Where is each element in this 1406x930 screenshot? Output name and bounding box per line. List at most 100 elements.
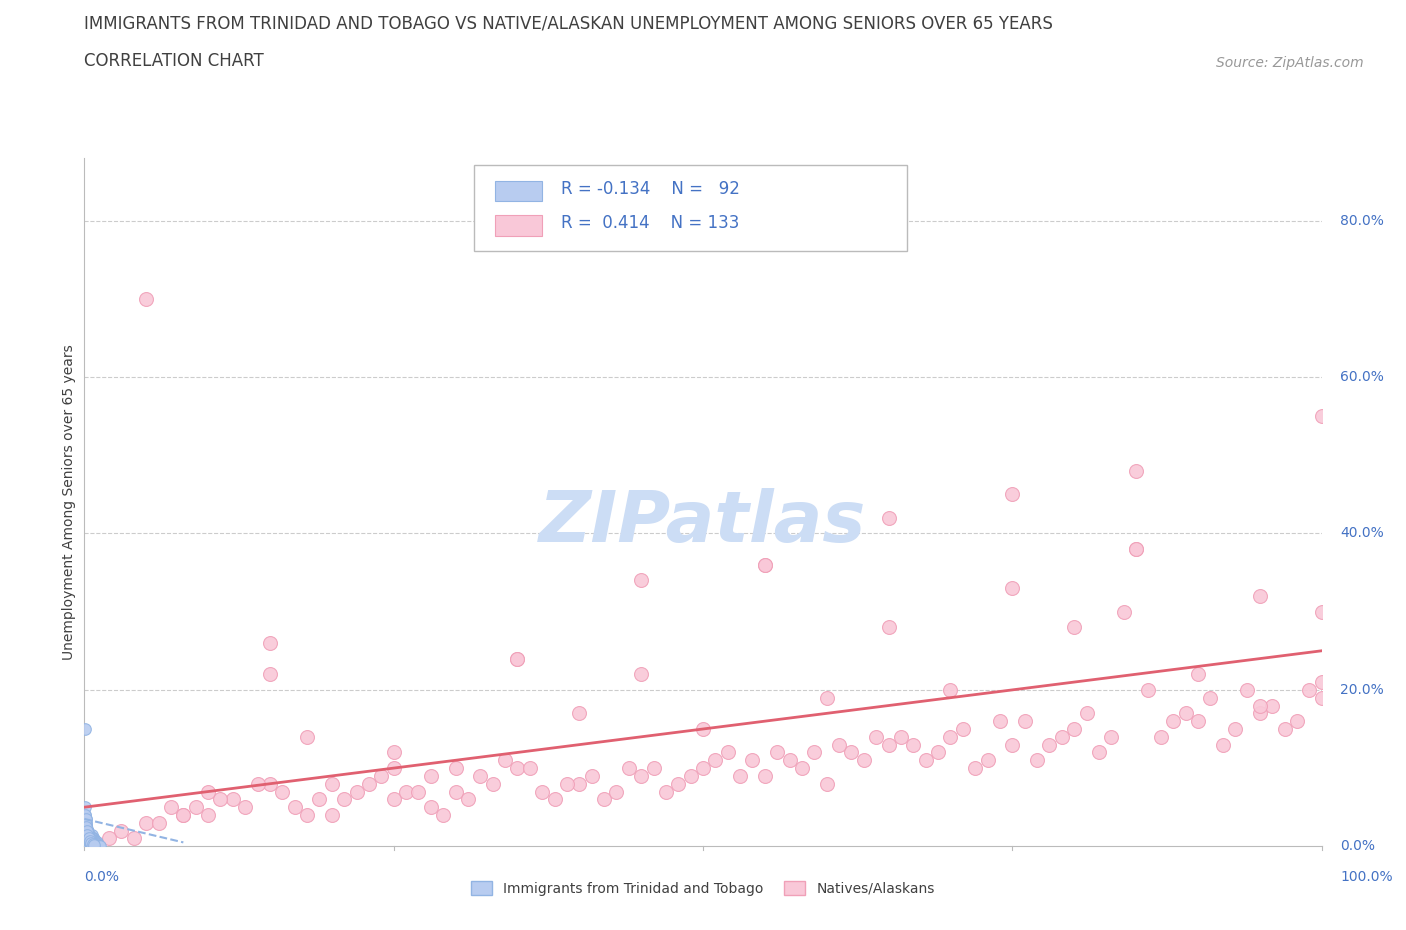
Point xyxy=(939,729,962,744)
Point xyxy=(80,834,103,849)
Point xyxy=(79,829,101,844)
Point xyxy=(83,835,105,850)
Point xyxy=(271,784,294,799)
FancyBboxPatch shape xyxy=(495,215,543,236)
Point xyxy=(84,836,107,851)
Point xyxy=(1310,604,1333,619)
Point xyxy=(1125,541,1147,556)
Point xyxy=(75,812,97,827)
Point xyxy=(73,835,96,850)
Point xyxy=(76,827,98,842)
Point xyxy=(1310,690,1333,705)
Point xyxy=(77,831,100,846)
Point xyxy=(655,784,678,799)
Point xyxy=(83,836,105,851)
Point xyxy=(77,825,100,840)
Point xyxy=(865,729,887,744)
Point xyxy=(1026,753,1049,768)
Text: R = -0.134    N =   92: R = -0.134 N = 92 xyxy=(561,180,740,198)
Point xyxy=(98,831,121,846)
Point xyxy=(84,836,107,851)
Point xyxy=(84,836,107,851)
Point xyxy=(83,837,105,852)
Point xyxy=(122,831,145,846)
Point xyxy=(1310,409,1333,424)
Point xyxy=(754,768,776,783)
Point xyxy=(1150,729,1173,744)
Point xyxy=(79,833,101,848)
Point xyxy=(76,827,98,842)
Point xyxy=(82,835,104,850)
Point xyxy=(135,816,157,830)
Point xyxy=(82,832,104,847)
Point xyxy=(172,807,194,822)
Point xyxy=(1001,737,1024,752)
Point xyxy=(76,830,98,844)
Point xyxy=(79,830,101,845)
Point xyxy=(80,831,103,846)
Text: R =  0.414    N = 133: R = 0.414 N = 133 xyxy=(561,215,740,232)
Point xyxy=(76,823,98,838)
Point xyxy=(593,792,616,807)
Point xyxy=(259,667,281,682)
Text: 60.0%: 60.0% xyxy=(1340,370,1384,384)
Point xyxy=(83,836,105,851)
Point xyxy=(110,823,132,838)
Point xyxy=(903,737,925,752)
Point xyxy=(233,800,256,815)
Point xyxy=(79,833,101,848)
Text: IMMIGRANTS FROM TRINIDAD AND TOBAGO VS NATIVE/ALASKAN UNEMPLOYMENT AMONG SENIORS: IMMIGRANTS FROM TRINIDAD AND TOBAGO VS N… xyxy=(84,15,1053,33)
Point xyxy=(1038,737,1060,752)
Point xyxy=(79,832,101,847)
Point xyxy=(877,511,900,525)
Point xyxy=(80,830,103,845)
Point xyxy=(79,833,101,848)
Point xyxy=(86,835,108,850)
Point xyxy=(1125,463,1147,478)
Point xyxy=(927,745,949,760)
Y-axis label: Unemployment Among Seniors over 65 years: Unemployment Among Seniors over 65 years xyxy=(62,344,76,660)
Text: 40.0%: 40.0% xyxy=(1340,526,1384,540)
Point xyxy=(1249,706,1271,721)
Point xyxy=(965,761,987,776)
Point xyxy=(135,291,157,306)
Point xyxy=(308,792,330,807)
Point xyxy=(82,832,104,847)
Text: 100.0%: 100.0% xyxy=(1340,870,1393,884)
Point xyxy=(581,768,603,783)
Point xyxy=(76,823,98,838)
Point xyxy=(75,812,97,827)
Point xyxy=(976,753,998,768)
Point xyxy=(1285,713,1308,728)
Point xyxy=(1001,487,1024,502)
Point xyxy=(75,819,97,834)
Point xyxy=(766,745,789,760)
Point xyxy=(76,822,98,837)
Point xyxy=(333,792,356,807)
Point xyxy=(82,831,104,846)
Text: 80.0%: 80.0% xyxy=(1340,214,1384,228)
Point xyxy=(87,837,110,852)
Text: ZIPatlas: ZIPatlas xyxy=(540,488,866,557)
Point xyxy=(939,683,962,698)
Point xyxy=(83,835,105,850)
Point xyxy=(630,768,652,783)
Point xyxy=(83,835,105,850)
Point xyxy=(494,753,516,768)
Point xyxy=(741,753,763,768)
Point xyxy=(877,620,900,635)
Point xyxy=(790,761,813,776)
Point xyxy=(222,792,245,807)
Point xyxy=(184,800,207,815)
Point xyxy=(543,792,565,807)
Point xyxy=(444,784,467,799)
Point xyxy=(82,834,104,849)
Point xyxy=(1199,690,1222,705)
Point xyxy=(75,823,97,838)
Point xyxy=(357,777,380,791)
Point xyxy=(295,729,318,744)
Point xyxy=(1298,683,1320,698)
Point xyxy=(481,777,503,791)
Point xyxy=(1249,698,1271,713)
Point xyxy=(1014,713,1036,728)
